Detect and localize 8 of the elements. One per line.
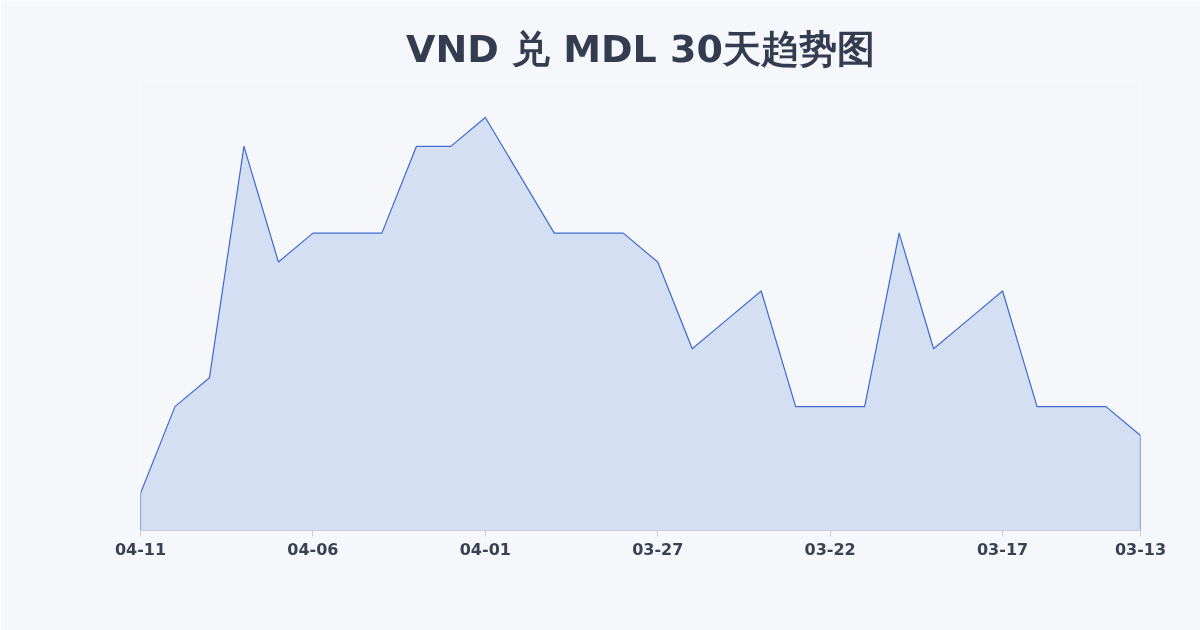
x-tick-label: 04-06	[287, 539, 339, 559]
x-tick-label: 04-01	[459, 539, 511, 559]
x-tick-label: 03-22	[804, 539, 856, 559]
x-tick-label: 04-11	[114, 539, 167, 559]
x-tick-label: 03-13	[1114, 539, 1167, 559]
x-tick-label: 03-17	[976, 539, 1029, 559]
chart-title: VND 兑 MDL 30天趋势图	[406, 26, 875, 71]
x-tick-label: 03-27	[632, 539, 684, 559]
